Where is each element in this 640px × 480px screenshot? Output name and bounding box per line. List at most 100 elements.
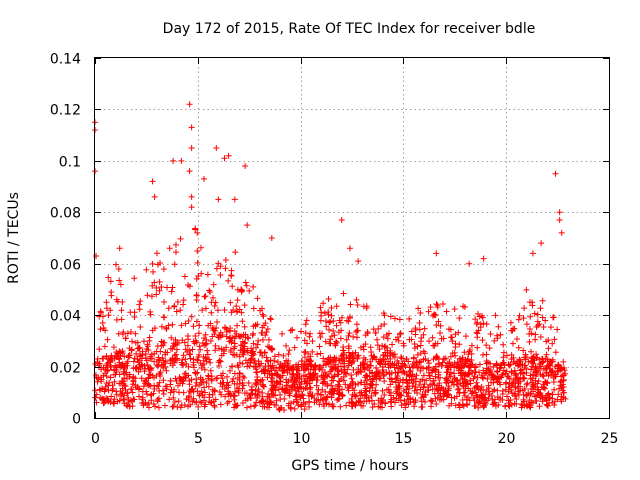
data-point [303, 317, 310, 324]
data-point [160, 266, 167, 273]
data-point [556, 209, 563, 216]
data-point [233, 303, 240, 310]
data-point [494, 368, 501, 375]
data-point [170, 394, 177, 401]
data-point [137, 366, 144, 373]
data-point [343, 402, 350, 409]
data-point [381, 371, 388, 378]
data-point [375, 359, 382, 366]
data-point [548, 371, 555, 378]
data-point [500, 349, 507, 356]
data-point [153, 284, 160, 291]
data-point [523, 321, 530, 328]
y-tick-label: 0.1 [59, 155, 81, 171]
y-tick-label: 0.14 [50, 52, 81, 68]
data-point [369, 404, 376, 411]
data-point [155, 383, 162, 390]
data-point [338, 327, 345, 334]
data-point [163, 383, 170, 390]
data-point [196, 343, 203, 350]
data-point [295, 402, 302, 409]
data-point [508, 351, 515, 358]
data-point [222, 265, 229, 272]
data-point [462, 333, 469, 340]
data-point [353, 296, 360, 303]
data-point [335, 381, 342, 388]
data-point [451, 306, 458, 313]
data-point [250, 348, 257, 355]
data-point [472, 389, 479, 396]
data-point [169, 356, 176, 363]
data-point [483, 357, 490, 364]
data-point [206, 356, 213, 363]
data-point [267, 316, 274, 323]
data-point [254, 376, 261, 383]
data-point [532, 364, 539, 371]
data-point [268, 390, 275, 397]
data-point [258, 377, 265, 384]
data-point [467, 387, 474, 394]
data-point [363, 304, 370, 311]
data-point [343, 370, 350, 377]
data-point [158, 362, 165, 369]
data-point [221, 348, 228, 355]
data-point [521, 398, 528, 405]
data-point [194, 388, 201, 395]
data-point [152, 403, 159, 410]
data-point [249, 349, 256, 356]
data-point [557, 382, 564, 389]
data-point [206, 287, 213, 294]
data-point [391, 364, 398, 371]
data-point [205, 372, 212, 379]
data-point [538, 355, 545, 362]
data-point [448, 400, 455, 407]
data-point [203, 379, 210, 386]
data-point [368, 393, 375, 400]
data-point [536, 391, 543, 398]
data-point [154, 261, 161, 268]
data-point [434, 354, 441, 361]
data-point [219, 381, 226, 388]
data-point [314, 351, 321, 358]
data-point [241, 302, 248, 309]
data-point [121, 382, 128, 389]
data-point [317, 391, 324, 398]
data-point [418, 394, 425, 401]
data-point [259, 311, 266, 318]
data-point [267, 315, 274, 322]
data-point [243, 282, 250, 289]
data-point [423, 377, 430, 384]
data-point [225, 382, 232, 389]
data-point [169, 284, 176, 291]
data-point [204, 271, 211, 278]
data-point [278, 364, 285, 371]
data-point [383, 331, 390, 338]
data-point [328, 374, 335, 381]
data-point [346, 314, 353, 321]
data-point [362, 341, 369, 348]
data-point [347, 301, 354, 308]
data-point [431, 366, 438, 373]
x-tick-label: 15 [395, 431, 413, 447]
data-point [193, 339, 200, 346]
data-point [221, 155, 228, 162]
data-point [332, 385, 339, 392]
data-point [403, 386, 410, 393]
data-point [374, 342, 381, 349]
data-point [279, 363, 286, 370]
data-point [207, 359, 214, 366]
data-point [156, 278, 163, 285]
data-point [285, 400, 292, 407]
data-point [333, 339, 340, 346]
data-point [105, 387, 112, 394]
data-point [146, 371, 153, 378]
data-point [410, 380, 417, 387]
data-point [222, 256, 229, 263]
data-point [463, 396, 470, 403]
data-point [316, 343, 323, 350]
data-point [459, 356, 466, 363]
data-point [443, 376, 450, 383]
data-point [272, 392, 279, 399]
data-point [140, 400, 147, 407]
